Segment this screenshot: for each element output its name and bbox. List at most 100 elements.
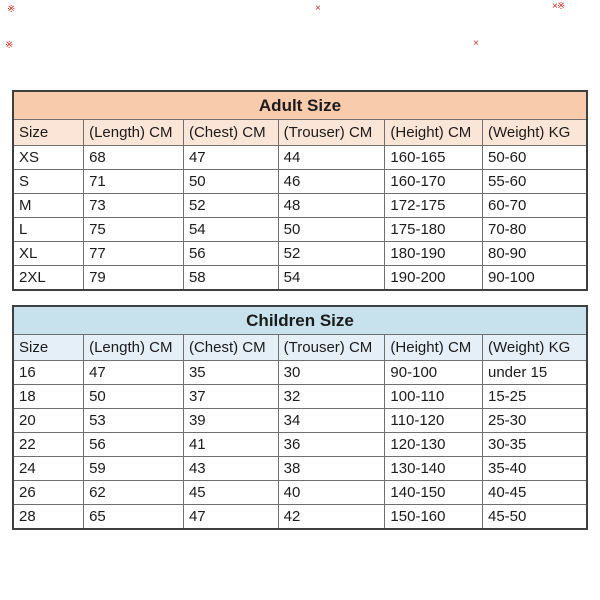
adult-table-title: Adult Size [12, 90, 588, 120]
table-cell: 52 [182, 193, 279, 218]
table-cell: 30 [277, 360, 386, 385]
table-cell: 52 [277, 241, 386, 266]
table-cell: 172-175 [384, 193, 483, 218]
column-header: (Weight) KG [482, 334, 588, 361]
table-cell: 90-100 [384, 360, 483, 385]
watermark-mark: ×※ [552, 1, 565, 12]
table-cell: 40-45 [482, 480, 588, 505]
table-row: XL 77 56 52 180-190 80-90 [12, 241, 588, 266]
table-cell: 80-90 [482, 241, 588, 266]
table-cell: 160-165 [384, 145, 483, 170]
table-cell: 50 [83, 384, 184, 409]
table-cell: L [12, 217, 85, 242]
children-table-header-row: Size (Length) CM (Chest) CM (Trouser) CM (He… [12, 334, 588, 361]
children-table-title-row: Children Size [12, 305, 588, 335]
table-cell: 150-160 [384, 504, 483, 530]
table-cell: 22 [12, 432, 85, 457]
table-cell: 60-70 [482, 193, 588, 218]
column-header: (Length) CM [83, 334, 184, 361]
children-table-body: 16 47 35 30 90-100 under 15 18 50 37 32 100-110 15-… [12, 360, 588, 530]
table-cell: 26 [12, 480, 85, 505]
column-header: (Chest) CM [182, 334, 279, 361]
table-cell: 42 [277, 504, 386, 530]
table-cell: 37 [182, 384, 279, 409]
table-row: XS 68 47 44 160-165 50-60 [12, 145, 588, 170]
adult-table-title-row: Adult Size [12, 90, 588, 120]
column-header: Size [12, 119, 85, 146]
table-row: 26 62 45 40 140-150 40-45 [12, 480, 588, 505]
table-cell: 47 [83, 360, 184, 385]
table-cell: 68 [83, 145, 184, 170]
table-cell: 45 [182, 480, 279, 505]
column-header: (Length) CM [83, 119, 184, 146]
table-cell: 75 [83, 217, 184, 242]
adult-size-table: Adult Size Size (Length) CM (Chest) CM (Tro… [12, 90, 588, 291]
table-row: S 71 50 46 160-170 55-60 [12, 169, 588, 194]
table-cell: 58 [182, 265, 279, 291]
table-cell: XL [12, 241, 85, 266]
table-row: 28 65 47 42 150-160 45-50 [12, 504, 588, 530]
table-cell: 45-50 [482, 504, 588, 530]
table-cell: 160-170 [384, 169, 483, 194]
table-cell: 54 [182, 217, 279, 242]
column-header: (Height) CM [384, 334, 483, 361]
table-cell: 50 [277, 217, 386, 242]
adult-table-header-row: Size (Length) CM (Chest) CM (Trouser) CM (He… [12, 119, 588, 146]
column-header: (Weight) KG [482, 119, 588, 146]
column-header: Size [12, 334, 85, 361]
column-header: (Trouser) CM [277, 334, 386, 361]
table-cell: 120-130 [384, 432, 483, 457]
column-header: (Height) CM [384, 119, 483, 146]
table-cell: 15-25 [482, 384, 588, 409]
table-row: 2XL 79 58 54 190-200 90-100 [12, 265, 588, 291]
table-cell: 32 [277, 384, 386, 409]
table-cell: 77 [83, 241, 184, 266]
table-cell: 180-190 [384, 241, 483, 266]
table-cell: 25-30 [482, 408, 588, 433]
table-cell: 65 [83, 504, 184, 530]
children-table-title: Children Size [12, 305, 588, 335]
watermark-mark: ※ [5, 40, 13, 51]
table-cell: under 15 [482, 360, 588, 385]
table-cell: 110-120 [384, 408, 483, 433]
table-cell: 56 [83, 432, 184, 457]
table-cell: 39 [182, 408, 279, 433]
table-row: 22 56 41 36 120-130 30-35 [12, 432, 588, 457]
table-cell: 90-100 [482, 265, 588, 291]
table-cell: S [12, 169, 85, 194]
table-cell: 16 [12, 360, 85, 385]
table-cell: 79 [83, 265, 184, 291]
table-cell: 38 [277, 456, 386, 481]
table-cell: 50 [182, 169, 279, 194]
table-cell: 44 [277, 145, 386, 170]
table-cell: 20 [12, 408, 85, 433]
table-cell: 47 [182, 145, 279, 170]
table-cell: 47 [182, 504, 279, 530]
table-row: M 73 52 48 172-175 60-70 [12, 193, 588, 218]
table-cell: 62 [83, 480, 184, 505]
column-header: (Chest) CM [182, 119, 279, 146]
table-cell: 34 [277, 408, 386, 433]
table-cell: 40 [277, 480, 386, 505]
table-cell: 53 [83, 408, 184, 433]
table-cell: 50-60 [482, 145, 588, 170]
table-cell: 140-150 [384, 480, 483, 505]
watermark-mark: × [315, 3, 321, 14]
table-cell: 35 [182, 360, 279, 385]
table-row: 18 50 37 32 100-110 15-25 [12, 384, 588, 409]
table-cell: XS [12, 145, 85, 170]
adult-table-body: XS 68 47 44 160-165 50-60 S 71 50 46 160-170 55-60 M… [12, 145, 588, 291]
column-header: (Trouser) CM [277, 119, 386, 146]
table-row: 16 47 35 30 90-100 under 15 [12, 360, 588, 385]
table-cell: 59 [83, 456, 184, 481]
table-cell: 41 [182, 432, 279, 457]
table-cell: 70-80 [482, 217, 588, 242]
table-cell: 35-40 [482, 456, 588, 481]
table-cell: 24 [12, 456, 85, 481]
table-cell: 73 [83, 193, 184, 218]
table-row: 24 59 43 38 130-140 35-40 [12, 456, 588, 481]
table-cell: 100-110 [384, 384, 483, 409]
table-cell: 71 [83, 169, 184, 194]
table-cell: 56 [182, 241, 279, 266]
table-cell: 2XL [12, 265, 85, 291]
